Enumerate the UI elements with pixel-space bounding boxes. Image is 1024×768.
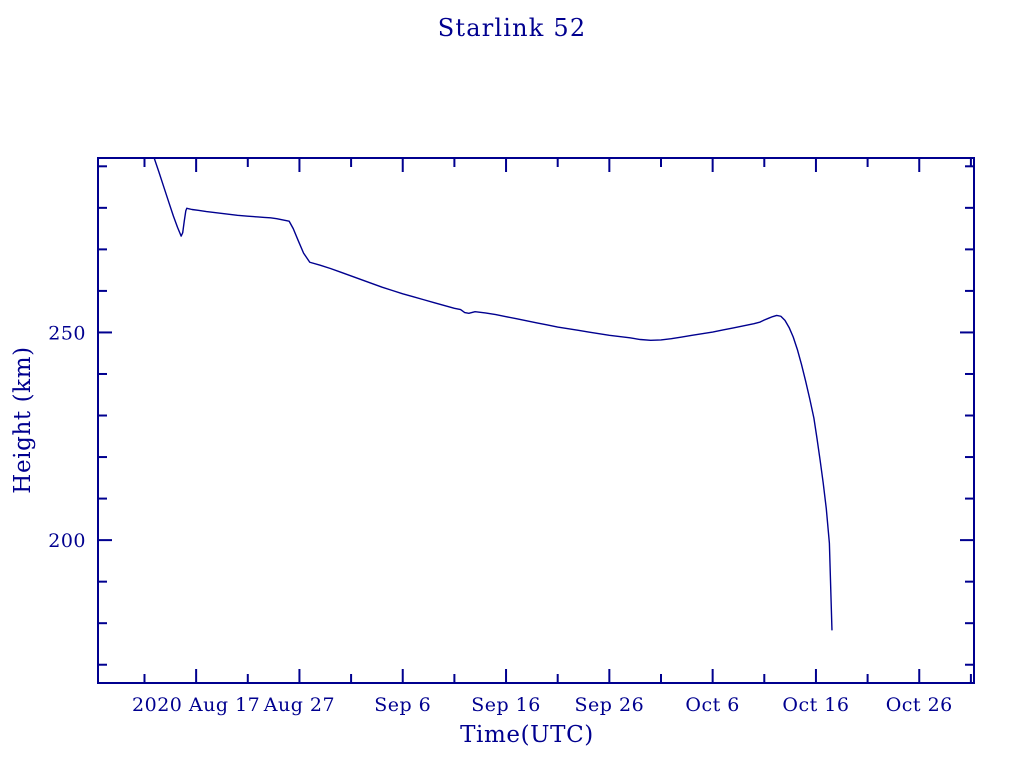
x-tick-label: Oct 26 [886, 694, 953, 716]
chart-title: Starlink 52 [437, 14, 587, 42]
plot-frame [97, 157, 975, 684]
x-axis-label: Time(UTC) [460, 722, 594, 748]
x-tick-label: Aug 27 [263, 694, 335, 716]
x-tick-label: Sep 16 [471, 694, 541, 716]
x-tick-label: Oct 16 [782, 694, 849, 716]
x-tick-label: Oct 6 [685, 694, 739, 716]
y-axis-ticks [98, 165, 974, 666]
y-axis-label: Height (km) [10, 346, 36, 493]
y-tick-label: 250 [48, 322, 86, 344]
x-tick-label: Sep 26 [575, 694, 645, 716]
y-tick-label: 200 [48, 530, 86, 552]
y-axis-tick-labels: 250 200 [48, 322, 86, 552]
x-tick-label: Sep 6 [374, 694, 431, 716]
height-time-series-line [153, 159, 833, 631]
x-axis-tick-labels: 2020 Aug 17 Aug 27 Sep 6 Sep 16 Sep 26 Oct 6 O… [132, 694, 953, 716]
x-axis-ticks [143, 158, 972, 683]
x-tick-label: 2020 Aug 17 [132, 694, 260, 716]
